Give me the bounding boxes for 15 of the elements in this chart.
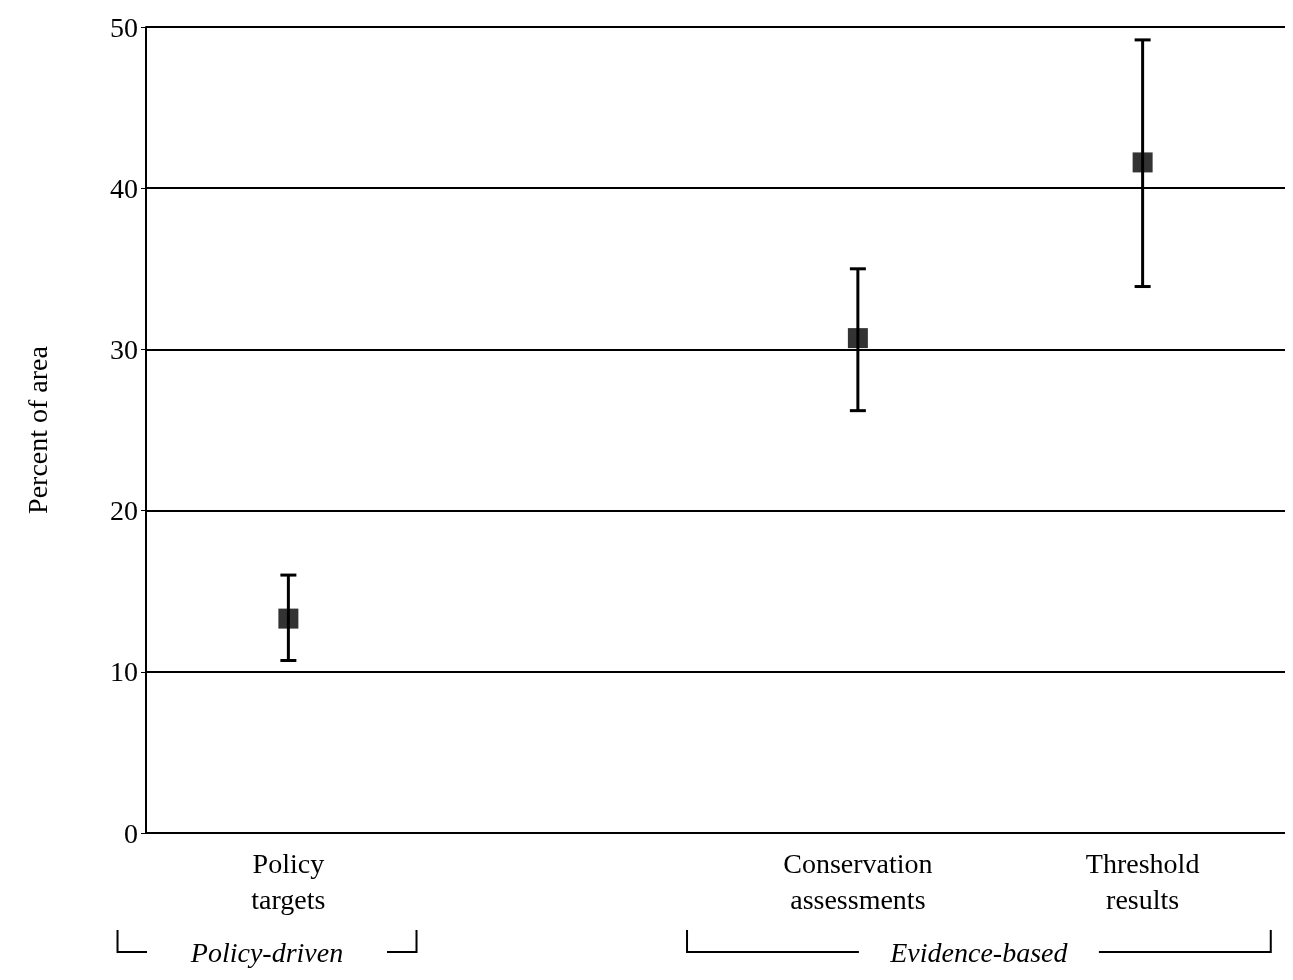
y-tick-label: 10 <box>110 656 138 688</box>
point <box>1132 152 1153 173</box>
x-tick-label: Policy targets <box>251 847 326 915</box>
text: Evidence-based <box>889 936 1069 968</box>
x-tick-label: Conservation assessments <box>783 847 933 915</box>
y-tick-label: 40 <box>110 172 138 204</box>
point <box>847 328 868 349</box>
y-axis-title: Percent of area <box>21 345 53 514</box>
y-tick-label: 20 <box>110 495 138 527</box>
y-tick-label: 0 <box>124 817 138 849</box>
y-tick-label: 30 <box>110 333 138 365</box>
y-tick-label: 50 <box>110 11 138 43</box>
text: Policy-driven <box>189 936 344 968</box>
x-tick-label: Threshold results <box>1085 847 1200 915</box>
point <box>278 608 299 629</box>
